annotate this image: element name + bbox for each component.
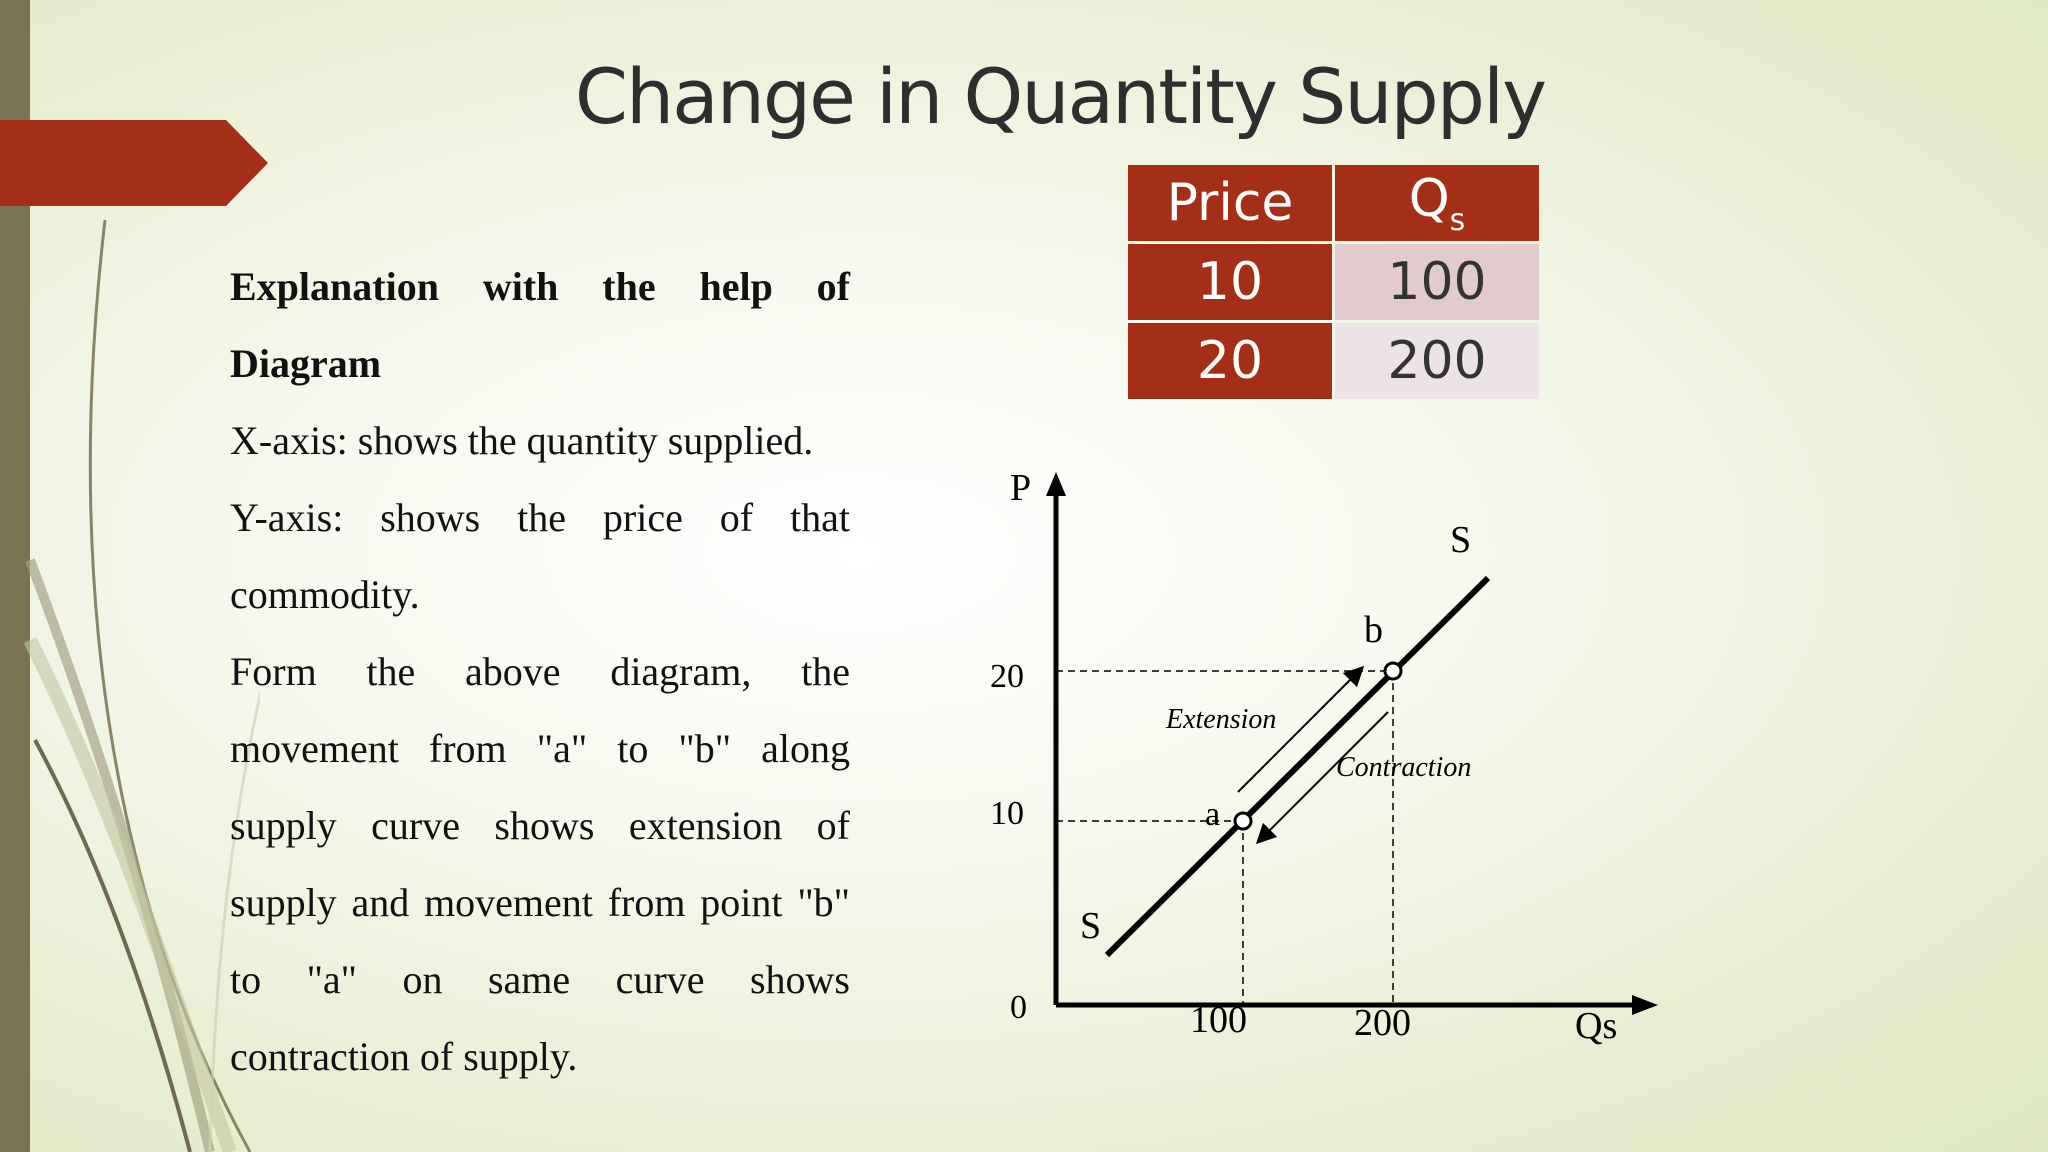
y-tick-label: 20 xyxy=(990,658,1024,695)
table-row: 20 200 xyxy=(1128,323,1539,399)
cell-price: 20 xyxy=(1128,323,1332,399)
header-q: Q xyxy=(1408,168,1450,229)
curve-label-top: S xyxy=(1450,519,1471,561)
origin-label: 0 xyxy=(1010,989,1027,1026)
cell-quantity: 200 xyxy=(1335,323,1539,399)
y-axis-arrowhead xyxy=(1046,472,1066,496)
contraction-arrow xyxy=(1255,711,1389,845)
explanation-heading: Explanation with the help of Diagram xyxy=(230,264,850,386)
point-b-label: b xyxy=(1364,609,1383,651)
explanation-text: Explanation with the help of Diagram X-a… xyxy=(230,248,850,1095)
table-header-row: Price Qs xyxy=(1128,165,1539,241)
accent-arrow-shape xyxy=(0,120,268,206)
contraction-label: Contraction xyxy=(1336,752,1471,783)
curve-label-bottom: S xyxy=(1080,905,1101,947)
x-axis-arrowhead xyxy=(1632,995,1658,1015)
y-tick-label: 10 xyxy=(990,795,1024,832)
cell-price: 10 xyxy=(1128,244,1332,320)
x-axis-label: Qs xyxy=(1575,1005,1617,1047)
point-a-marker xyxy=(1233,811,1253,831)
y-axis-label: P xyxy=(1010,467,1031,509)
header-q-subscript: s xyxy=(1449,202,1466,238)
header-price: Price xyxy=(1128,165,1332,241)
slide-title: Change in Quantity Supply xyxy=(574,52,1547,141)
point-a-label: a xyxy=(1205,796,1220,833)
table-row: 10 100 xyxy=(1128,244,1539,320)
decorative-swooshes xyxy=(23,219,260,1152)
movement-description: Form the above diagram, the movement fro… xyxy=(230,649,850,1079)
supply-diagram: P Qs 0 20 10 100 200 S S a b Extension C… xyxy=(990,467,1658,1047)
price-quantity-table: Price Qs 10 100 20 200 xyxy=(1125,162,1542,402)
y-axis-description: Y-axis: shows the price of that commodit… xyxy=(230,495,850,617)
header-quantity-supplied: Qs xyxy=(1335,165,1539,241)
x-tick-label: 100 xyxy=(1190,999,1247,1041)
point-b-marker xyxy=(1383,661,1403,681)
extension-label: Extension xyxy=(1165,704,1276,735)
extension-arrow xyxy=(1237,665,1365,793)
cell-quantity: 100 xyxy=(1335,244,1539,320)
supply-curve xyxy=(1104,575,1491,958)
x-tick-label: 200 xyxy=(1354,1002,1411,1044)
x-axis-description: X-axis: shows the quantity supplied. xyxy=(230,418,814,463)
